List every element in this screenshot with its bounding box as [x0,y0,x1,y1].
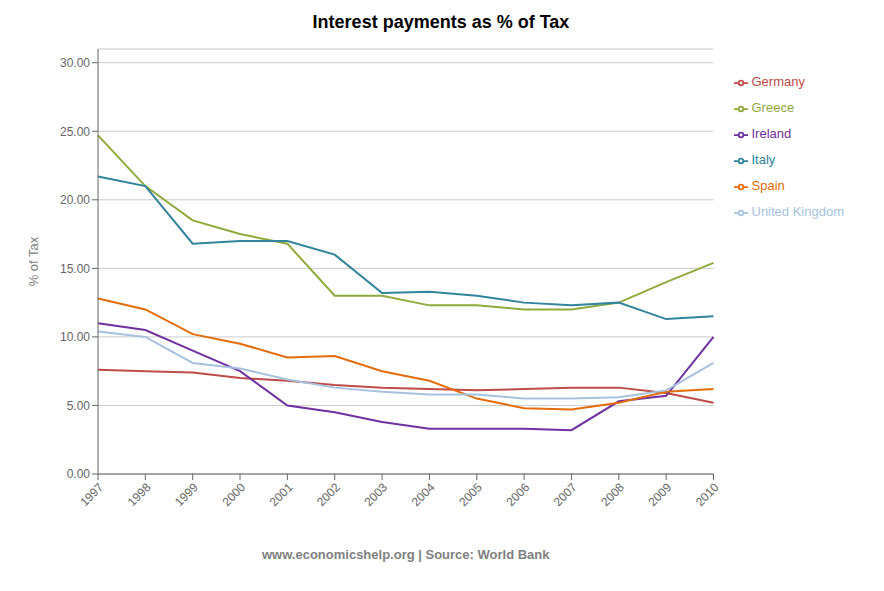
svg-text:2006: 2006 [503,480,532,509]
svg-text:5.00: 5.00 [67,399,91,413]
svg-text:2001: 2001 [267,480,296,509]
html-text:Germany: Germany [751,74,805,89]
svg-text:1999: 1999 [172,480,201,509]
svg-text:2000: 2000 [219,480,248,509]
html-text:Interest payments as % of Tax: Interest payments as % of Tax [312,12,570,32]
svg-text:10.00: 10.00 [60,330,90,344]
svg-text:www.economicshelp.org | Source: www.economicshelp.org | Source: World Ba… [261,547,550,562]
svg-text:1998: 1998 [125,480,154,509]
html-text:Spain: Spain [751,178,785,193]
svg-text:25.00: 25.00 [60,125,90,139]
html-text:Ireland: Ireland [751,126,792,141]
svg-text:2008: 2008 [598,480,627,509]
svg-text:2010: 2010 [693,480,722,509]
svg-text:2009: 2009 [646,480,675,509]
svg-text:2007: 2007 [551,480,580,509]
svg-text:2005: 2005 [456,480,485,509]
svg-text:20.00: 20.00 [60,193,90,207]
svg-text:30.00: 30.00 [60,56,90,70]
html-text:Greece: Greece [751,100,795,115]
svg-text:0.00: 0.00 [67,467,91,481]
svg-text:15.00: 15.00 [60,262,90,276]
svg-text:2004: 2004 [409,480,438,509]
html-text:United Kingdom: United Kingdom [751,204,844,219]
svg-text:% of Tax: % of Tax [26,236,41,286]
html-text:Italy: Italy [751,152,776,167]
svg-text:2003: 2003 [361,480,390,509]
svg-text:1997: 1997 [77,480,106,509]
svg-text:2002: 2002 [314,480,343,509]
